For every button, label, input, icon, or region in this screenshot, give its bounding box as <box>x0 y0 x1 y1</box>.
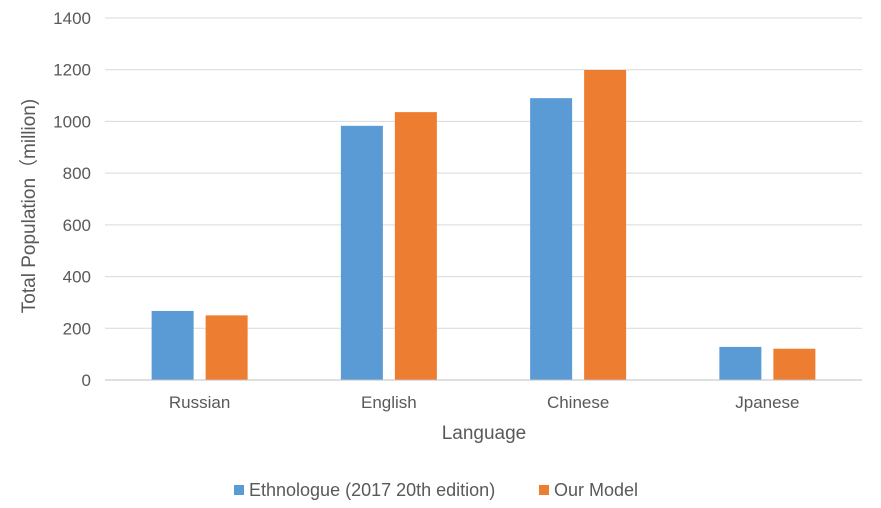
y-tick-label: 800 <box>63 164 91 183</box>
x-tick-label: Jpanese <box>735 393 799 412</box>
y-tick-label: 1200 <box>53 61 91 80</box>
bar-chinese-ethnologue <box>530 98 573 381</box>
y-axis-title: Total Population（million) <box>18 99 40 313</box>
x-tick-label: Russian <box>169 393 230 412</box>
bars <box>151 69 816 381</box>
gridlines <box>105 17 862 329</box>
bar-english-ethnologue <box>340 125 383 381</box>
legend-label-ethnologue: Ethnologue (2017 20th edition) <box>249 480 495 500</box>
y-tick-label: 1000 <box>53 112 91 131</box>
x-tick-label: English <box>361 393 417 412</box>
y-tick-label: 0 <box>82 371 91 390</box>
x-axis-ticks: Russian English Chinese Jpanese <box>169 393 800 412</box>
legend-label-our-model: Our Model <box>554 480 638 500</box>
bar-jpanese-our-model <box>773 348 816 380</box>
y-tick-label: 200 <box>63 319 91 338</box>
bar-jpanese-ethnologue <box>719 346 762 380</box>
x-tick-label: Chinese <box>547 393 609 412</box>
y-axis-ticks: 0 200 400 600 800 1000 1200 1400 <box>53 9 91 390</box>
bar-russian-ethnologue <box>151 310 194 380</box>
bar-chinese-our-model <box>584 69 627 381</box>
legend: Ethnologue (2017 20th edition) Our Model <box>234 480 638 500</box>
legend-swatch-ethnologue <box>234 485 244 495</box>
bar-russian-our-model <box>205 315 248 380</box>
y-tick-label: 600 <box>63 216 91 235</box>
x-axis-title: Language <box>442 423 527 444</box>
y-tick-label: 400 <box>63 268 91 287</box>
bar-english-our-model <box>394 112 437 381</box>
y-tick-label: 1400 <box>53 9 91 28</box>
legend-swatch-our-model <box>539 485 549 495</box>
